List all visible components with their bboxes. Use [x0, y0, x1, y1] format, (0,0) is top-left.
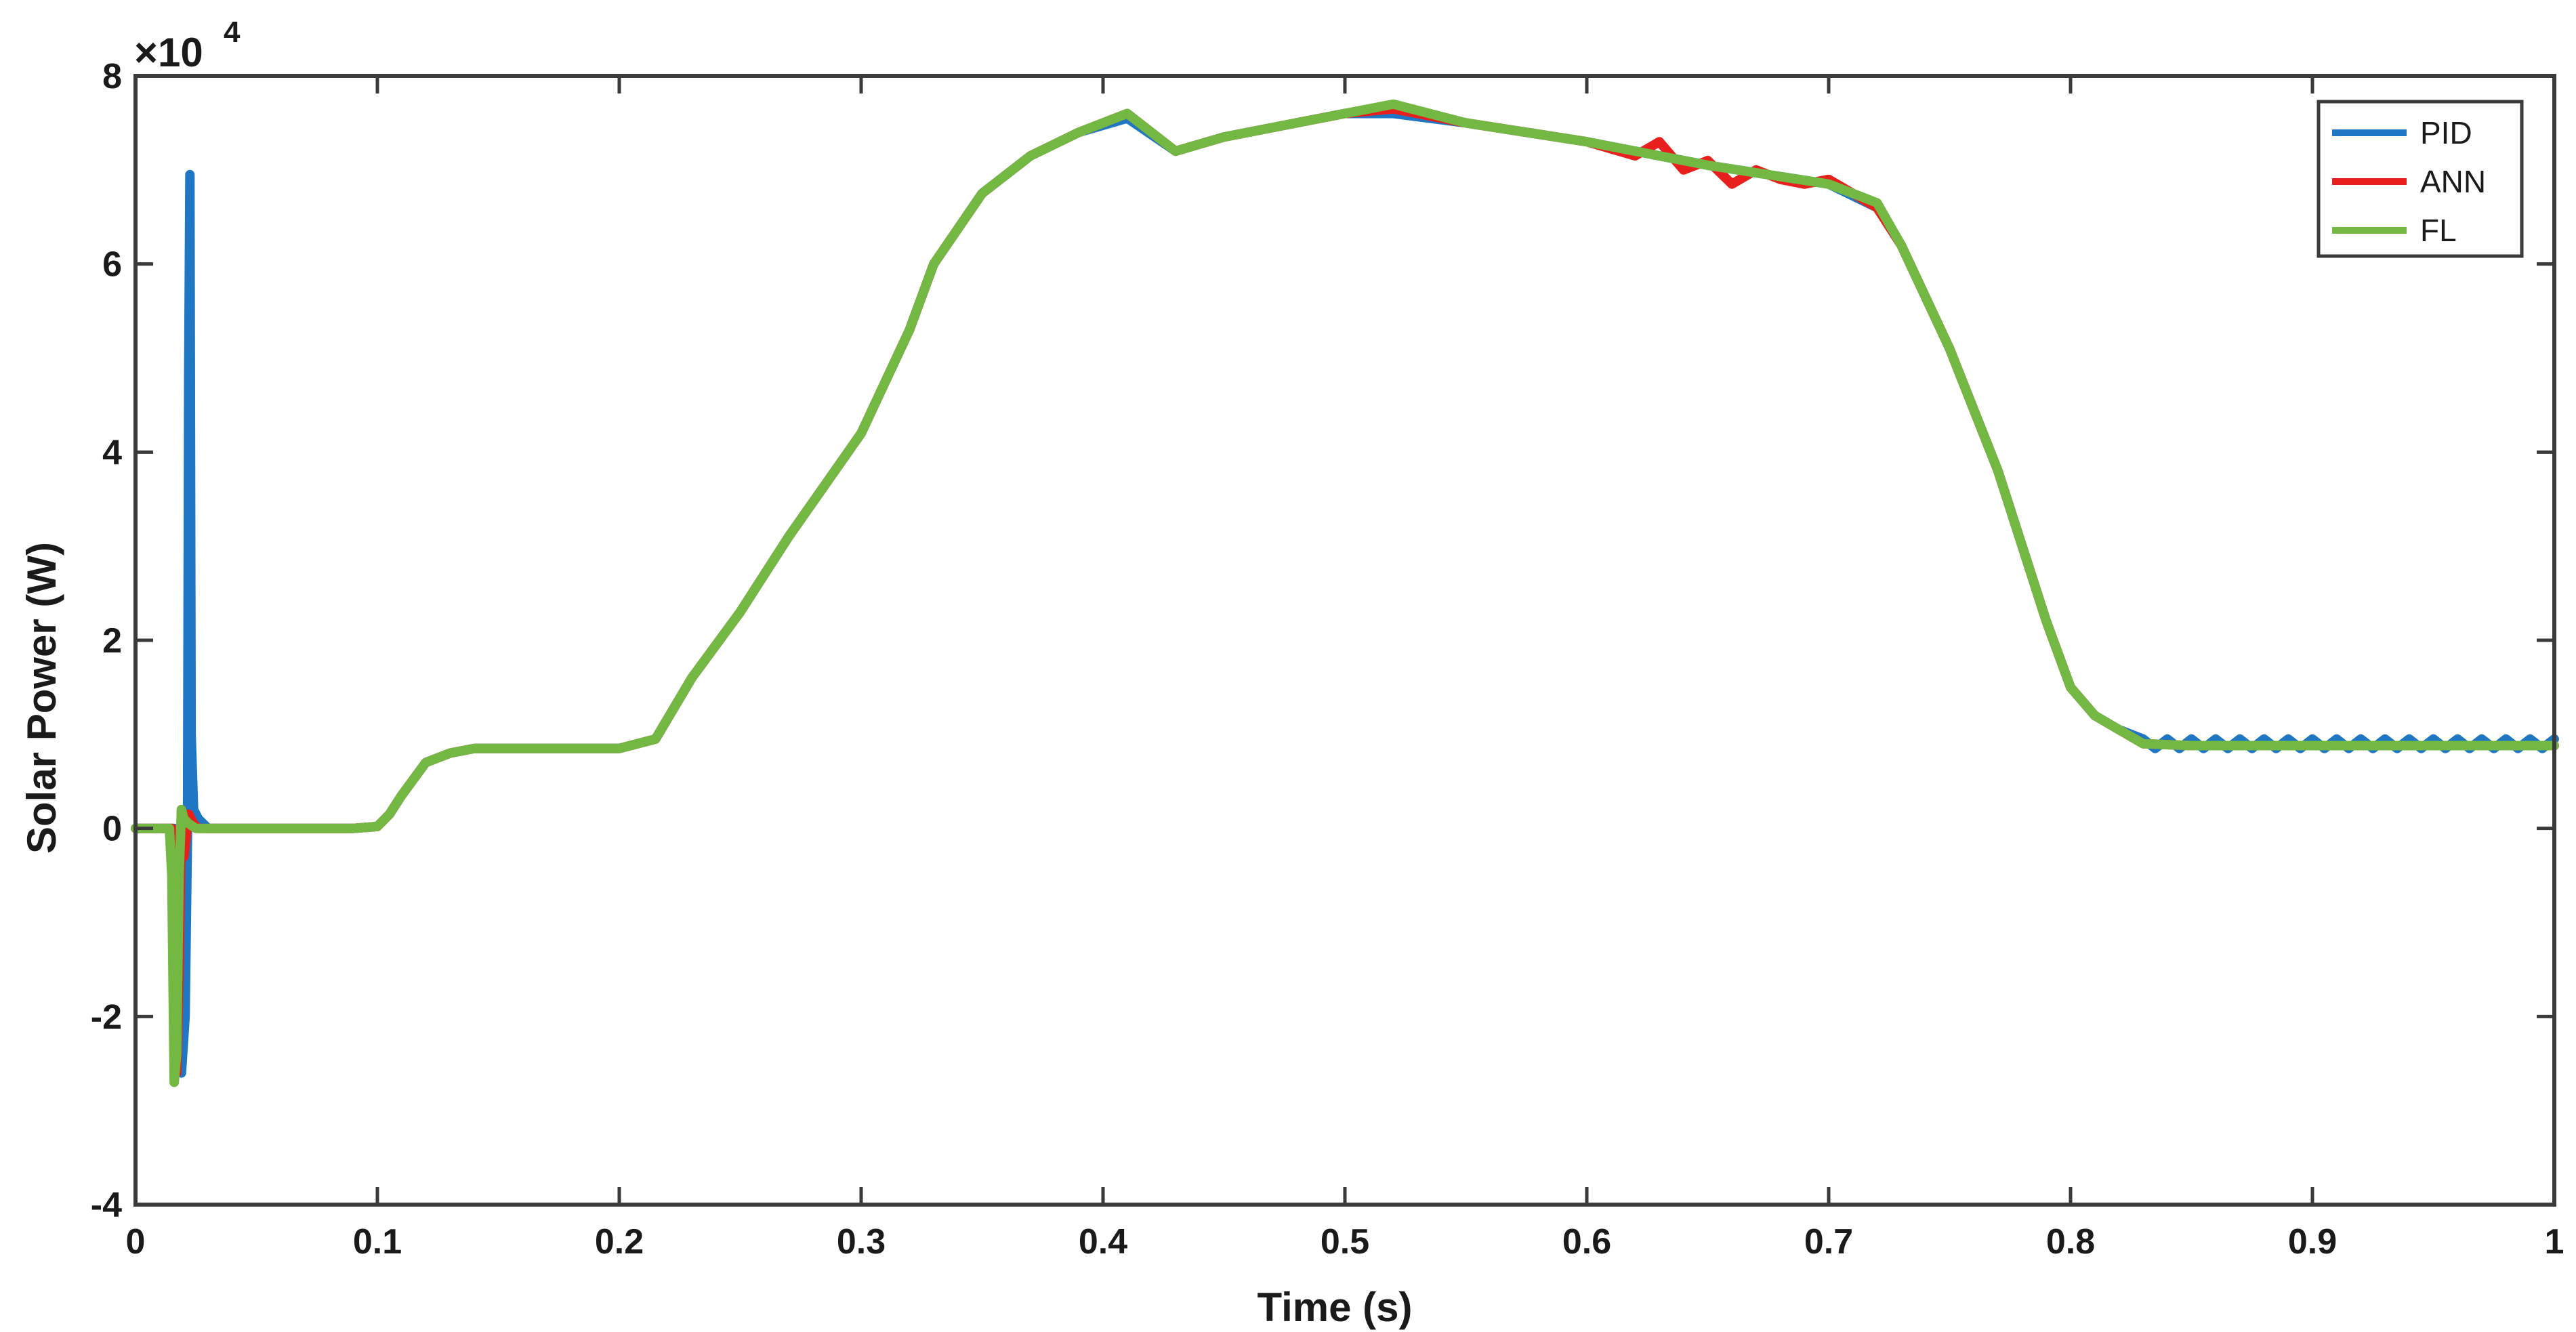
y-tick-label: 8	[102, 57, 122, 96]
x-axis-title: Time (s)	[1258, 1285, 1413, 1330]
x-tick-label: 0.5	[1321, 1222, 1369, 1262]
y-multiplier-base: ×10	[134, 30, 203, 75]
x-tick-label: 0.8	[2046, 1222, 2095, 1262]
legend-label-ann: ANN	[2420, 164, 2486, 199]
x-tick-label: 1	[2545, 1222, 2564, 1262]
x-tick-label: 0.7	[1804, 1222, 1853, 1262]
y-axis-title: Solar Power (W)	[19, 542, 64, 854]
series-layer	[131, 99, 2559, 1087]
x-tick-label: 0.4	[1079, 1222, 1127, 1262]
ticks-layer	[133, 74, 2556, 1207]
y-tick-label: 4	[102, 433, 122, 472]
x-tick-label: 0.1	[353, 1222, 402, 1262]
series-line-fl	[131, 99, 2559, 1087]
labels-layer: 0 0.1 0.2 0.3 0.4 0.5 0.6 0.7 0.8 0.9 1 -4 -2 0 2 4 6 8	[91, 57, 2564, 1262]
x-tick-label: 0.2	[595, 1222, 644, 1262]
x-tick-label: 0.9	[2288, 1222, 2337, 1262]
legend-label-pid: PID	[2420, 115, 2472, 150]
x-tick-label: 0	[126, 1222, 146, 1262]
y-multiplier: ×10 4	[134, 16, 241, 75]
x-tick-label: 0.3	[837, 1222, 886, 1262]
y-tick-label: -2	[91, 997, 122, 1037]
y-tick-label: 0	[102, 810, 122, 849]
legend-label-fl: FL	[2420, 213, 2457, 248]
x-tick-label: 0.6	[1562, 1222, 1611, 1262]
legend: PID ANN FL	[2317, 100, 2524, 258]
plot-frame	[133, 74, 2556, 1207]
series-line-pid	[131, 108, 2559, 1078]
series-line-ann	[131, 104, 2559, 1078]
y-multiplier-exponent: 4	[224, 16, 241, 49]
y-tick-label: 2	[102, 621, 122, 661]
y-tick-label: 6	[102, 245, 122, 285]
y-tick-label: -4	[91, 1186, 122, 1225]
